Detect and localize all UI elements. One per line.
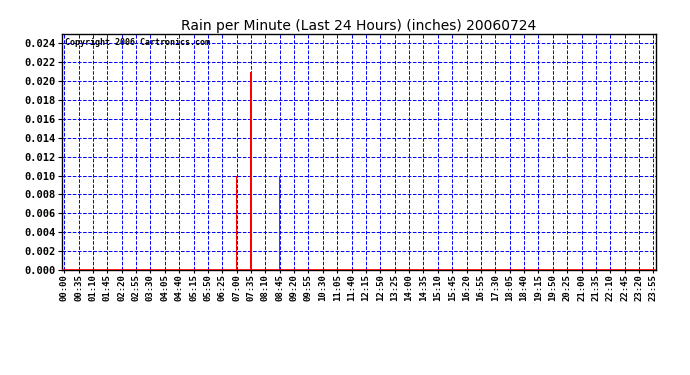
- Title: Rain per Minute (Last 24 Hours) (inches) 20060724: Rain per Minute (Last 24 Hours) (inches)…: [181, 19, 536, 33]
- Text: Copyright 2006 Cartronics.com: Copyright 2006 Cartronics.com: [65, 39, 210, 48]
- Bar: [236, 176, 237, 270]
- Bar: [279, 176, 280, 270]
- Bar: [250, 72, 252, 270]
